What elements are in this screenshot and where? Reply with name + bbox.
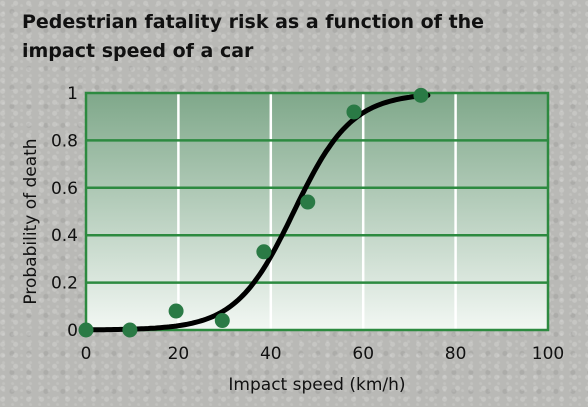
plot-area xyxy=(86,93,548,330)
y-tick-labels: 0 0.2 0.4 0.6 0.8 1 xyxy=(51,84,78,341)
x-axis-label: Impact speed (km/h) xyxy=(228,375,405,395)
data-points xyxy=(78,87,429,338)
x-tick-label: 0 xyxy=(81,344,92,364)
y-tick-label: 0 xyxy=(67,321,78,341)
fit-curve xyxy=(83,92,431,333)
x-tick-label: 40 xyxy=(260,344,282,364)
vertical-gridlines xyxy=(177,93,457,330)
x-tick-label: 100 xyxy=(532,344,564,364)
data-point xyxy=(256,244,272,260)
horizontal-gridlines xyxy=(86,139,548,284)
y-tick-label: 0.4 xyxy=(51,226,78,246)
y-tick-label: 0.8 xyxy=(51,131,78,151)
data-point xyxy=(168,303,184,319)
data-point xyxy=(413,87,429,103)
x-tick-label: 20 xyxy=(168,344,190,364)
data-point xyxy=(122,322,138,338)
data-point xyxy=(214,313,230,329)
x-tick-labels: 0 20 40 60 80 100 xyxy=(81,344,565,364)
data-point xyxy=(78,322,94,338)
plot-frame xyxy=(84,91,550,332)
y-tick-label: 0.6 xyxy=(51,179,78,199)
y-axis-label: Probability of death xyxy=(21,138,41,304)
y-tick-label: 1 xyxy=(67,84,78,104)
x-tick-label: 80 xyxy=(445,344,467,364)
y-tick-label: 0.2 xyxy=(51,274,78,294)
chart-title: Pedestrian fatality risk as a function o… xyxy=(22,11,485,62)
fit-curve-group xyxy=(83,92,431,333)
x-tick-label: 60 xyxy=(352,344,374,364)
data-point xyxy=(300,194,316,210)
data-point xyxy=(346,104,362,120)
